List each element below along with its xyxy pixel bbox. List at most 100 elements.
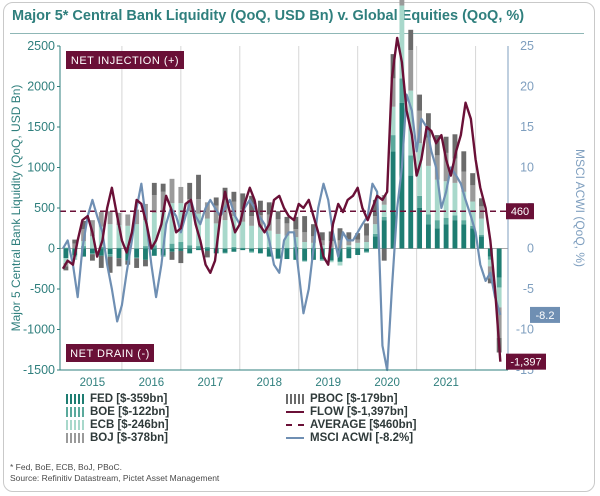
bar-boj bbox=[425, 137, 431, 166]
bar-pboc bbox=[72, 239, 78, 244]
bar-fed bbox=[302, 248, 308, 261]
legend-item-boj: BOJ [$-378bn] bbox=[66, 432, 168, 444]
y-tick-label: 1500 bbox=[27, 120, 55, 134]
bar-boe bbox=[479, 234, 484, 237]
bar-pboc bbox=[213, 197, 219, 206]
legend-swatch-average bbox=[286, 424, 304, 426]
bar-boj bbox=[257, 215, 263, 228]
legend-item-fed: FED [$-359bn] bbox=[66, 393, 167, 405]
bar-fed bbox=[222, 248, 228, 253]
bar-pboc bbox=[372, 199, 378, 217]
bar-ecb bbox=[470, 201, 476, 226]
bar-fed bbox=[346, 248, 352, 259]
bar-boj bbox=[319, 240, 325, 246]
bar-ecb bbox=[134, 224, 140, 249]
bar-ecb bbox=[204, 218, 210, 247]
bar-boe bbox=[408, 155, 414, 176]
bar-pboc bbox=[89, 254, 95, 261]
bar-boe bbox=[116, 247, 122, 249]
legend-swatch-fed bbox=[66, 394, 84, 404]
x-tick-label: 2019 bbox=[315, 377, 341, 389]
bar-ecb bbox=[151, 212, 157, 246]
bar-boe bbox=[417, 195, 423, 208]
bar-ecb bbox=[213, 223, 219, 248]
bar-boj bbox=[399, 0, 405, 6]
bar-ecb bbox=[390, 106, 396, 136]
bar-fed bbox=[187, 248, 193, 254]
bar-boe bbox=[461, 220, 467, 225]
bar-fed bbox=[196, 248, 201, 251]
bar-pboc bbox=[319, 232, 325, 241]
bar-boe bbox=[399, 78, 405, 103]
bar-pboc bbox=[98, 255, 104, 268]
bar-pboc bbox=[346, 232, 352, 241]
bar-pboc bbox=[151, 182, 157, 196]
y-tick-label: -500 bbox=[30, 282, 55, 296]
annotation-badges: NET INJECTION (+) NET DRAIN (-) 460 -1,397 -… bbox=[66, 51, 560, 370]
bar-fed bbox=[204, 248, 210, 251]
chart-notes: * Fed, BoE, ECB, BoJ, PBoC. Source: Refi… bbox=[10, 462, 219, 484]
bar-boj bbox=[204, 202, 210, 219]
y-tick-label: 1000 bbox=[27, 161, 55, 175]
legend-label-fed: FED [$-359bn] bbox=[90, 393, 168, 405]
bar-ecb bbox=[257, 227, 263, 248]
bar-fed bbox=[461, 224, 467, 249]
bar-ecb bbox=[125, 225, 131, 247]
bar-pboc bbox=[381, 248, 387, 261]
bar-ecb bbox=[275, 233, 281, 249]
average-value-label: 460 bbox=[511, 206, 529, 218]
bar-boe bbox=[187, 245, 193, 249]
flow-line bbox=[61, 36, 502, 362]
bar-boe bbox=[284, 247, 290, 249]
bar-pboc bbox=[249, 195, 255, 217]
bar-pboc bbox=[143, 259, 148, 267]
bar-ecb bbox=[496, 287, 502, 308]
bar-fed bbox=[470, 228, 476, 249]
bar-fed bbox=[63, 248, 69, 259]
bar-boe bbox=[372, 233, 378, 237]
bar-ecb bbox=[284, 235, 290, 248]
bar-fed bbox=[390, 151, 396, 249]
bar-pboc bbox=[364, 223, 369, 236]
x-tick-label: 2020 bbox=[374, 377, 400, 389]
bar-pboc bbox=[302, 216, 308, 233]
bar-boe bbox=[257, 247, 263, 249]
bar-boj bbox=[169, 178, 175, 204]
net-injection-label: NET INJECTION (+) bbox=[71, 55, 179, 67]
y-right-tick-label: -5 bbox=[523, 282, 534, 296]
bar-boj bbox=[434, 155, 440, 180]
bar-boj bbox=[125, 214, 131, 226]
bar-boe bbox=[487, 256, 493, 260]
bar-boe bbox=[63, 247, 69, 249]
bar-fed bbox=[408, 175, 414, 249]
bar-boe bbox=[452, 215, 458, 221]
bar-boe bbox=[275, 258, 281, 260]
bar-pboc bbox=[443, 136, 449, 153]
bar-fed bbox=[496, 248, 502, 278]
legend-item-pboc: PBOC [$-179bn] bbox=[286, 393, 398, 405]
bar-boj bbox=[408, 50, 414, 91]
legend-label-boe: BOE [$-122bn] bbox=[90, 406, 170, 418]
bar-fed bbox=[125, 248, 131, 261]
bar-ecb bbox=[425, 165, 431, 215]
x-tick-label: 2015 bbox=[80, 377, 106, 389]
legend-item-ecb: ECB [$-246bn] bbox=[66, 419, 169, 431]
bar-fed bbox=[337, 248, 343, 262]
bar-pboc bbox=[257, 200, 263, 216]
bar-pboc bbox=[81, 220, 87, 230]
bar-pboc bbox=[337, 228, 343, 241]
bar-pboc bbox=[134, 258, 140, 268]
flow-end-label-box bbox=[506, 353, 546, 370]
legend-item-boe: BOE [$-122bn] bbox=[66, 406, 169, 418]
legend-label-boj: BOJ [$-378bn] bbox=[90, 432, 168, 444]
bar-boj bbox=[390, 78, 396, 107]
bar-boe bbox=[249, 250, 255, 253]
legend-swatch-boj bbox=[66, 433, 84, 443]
bar-ecb bbox=[328, 260, 334, 263]
bar-pboc bbox=[425, 113, 431, 138]
bar-fed bbox=[169, 248, 175, 252]
legend-label-flow: FLOW [$-1,397bn] bbox=[310, 406, 408, 418]
bar-ecb bbox=[143, 220, 148, 247]
bar-pboc bbox=[275, 211, 281, 220]
